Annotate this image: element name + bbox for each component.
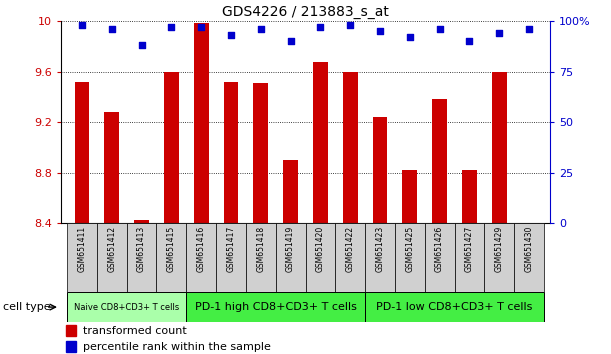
Bar: [75, 82, 89, 223]
Text: GSM651411: GSM651411: [78, 226, 87, 272]
Text: GSM651427: GSM651427: [465, 226, 474, 272]
Text: percentile rank within the sample: percentile rank within the sample: [83, 342, 271, 352]
Bar: [313, 62, 328, 223]
FancyBboxPatch shape: [126, 223, 156, 292]
Point: [375, 28, 385, 34]
FancyBboxPatch shape: [97, 223, 126, 292]
Bar: [343, 72, 357, 223]
Point: [524, 27, 534, 32]
Text: GSM651430: GSM651430: [524, 226, 533, 272]
Bar: [164, 72, 179, 223]
Text: GSM651413: GSM651413: [137, 226, 146, 272]
FancyBboxPatch shape: [67, 292, 186, 322]
Point: [494, 30, 504, 36]
FancyBboxPatch shape: [425, 223, 455, 292]
FancyBboxPatch shape: [365, 223, 395, 292]
Title: GDS4226 / 213883_s_at: GDS4226 / 213883_s_at: [222, 5, 389, 19]
FancyBboxPatch shape: [395, 223, 425, 292]
Text: GSM651419: GSM651419: [286, 226, 295, 272]
Bar: [104, 112, 119, 223]
Text: PD-1 low CD8+CD3+ T cells: PD-1 low CD8+CD3+ T cells: [376, 302, 533, 312]
FancyBboxPatch shape: [365, 292, 544, 322]
FancyBboxPatch shape: [246, 223, 276, 292]
Point: [166, 24, 176, 30]
Bar: [462, 170, 477, 223]
Point: [286, 39, 296, 44]
Text: GSM651416: GSM651416: [197, 226, 206, 272]
FancyBboxPatch shape: [306, 223, 335, 292]
Text: GSM651420: GSM651420: [316, 226, 325, 272]
Point: [226, 33, 236, 38]
Text: cell type: cell type: [3, 302, 51, 312]
Point: [315, 24, 325, 30]
FancyBboxPatch shape: [276, 223, 306, 292]
Text: GSM651415: GSM651415: [167, 226, 176, 272]
Text: GSM651423: GSM651423: [376, 226, 384, 272]
Point: [107, 27, 117, 32]
Text: GSM651417: GSM651417: [227, 226, 235, 272]
Text: GSM651426: GSM651426: [435, 226, 444, 272]
Text: GSM651425: GSM651425: [405, 226, 414, 272]
Text: GSM651418: GSM651418: [256, 226, 265, 272]
Point: [196, 24, 206, 30]
FancyBboxPatch shape: [186, 292, 365, 322]
Bar: [492, 72, 507, 223]
Point: [464, 39, 474, 44]
Bar: [66, 341, 76, 353]
Point: [345, 22, 355, 28]
Bar: [373, 117, 387, 223]
FancyBboxPatch shape: [216, 223, 246, 292]
FancyBboxPatch shape: [514, 223, 544, 292]
FancyBboxPatch shape: [455, 223, 485, 292]
Bar: [134, 221, 149, 223]
Bar: [224, 82, 238, 223]
Point: [256, 27, 266, 32]
Point: [77, 22, 87, 28]
Bar: [283, 160, 298, 223]
Bar: [66, 325, 76, 336]
Text: PD-1 high CD8+CD3+ T cells: PD-1 high CD8+CD3+ T cells: [195, 302, 357, 312]
Bar: [403, 170, 417, 223]
Text: GSM651429: GSM651429: [495, 226, 503, 272]
Bar: [194, 23, 208, 223]
Point: [137, 42, 147, 48]
Bar: [432, 99, 447, 223]
Text: Naive CD8+CD3+ T cells: Naive CD8+CD3+ T cells: [74, 303, 179, 312]
FancyBboxPatch shape: [335, 223, 365, 292]
FancyBboxPatch shape: [485, 223, 514, 292]
Bar: [254, 83, 268, 223]
Text: GSM651422: GSM651422: [346, 226, 355, 272]
Text: GSM651412: GSM651412: [108, 226, 116, 272]
FancyBboxPatch shape: [67, 223, 97, 292]
Text: transformed count: transformed count: [83, 326, 187, 336]
FancyBboxPatch shape: [186, 223, 216, 292]
Point: [405, 35, 415, 40]
Point: [435, 27, 445, 32]
FancyBboxPatch shape: [156, 223, 186, 292]
